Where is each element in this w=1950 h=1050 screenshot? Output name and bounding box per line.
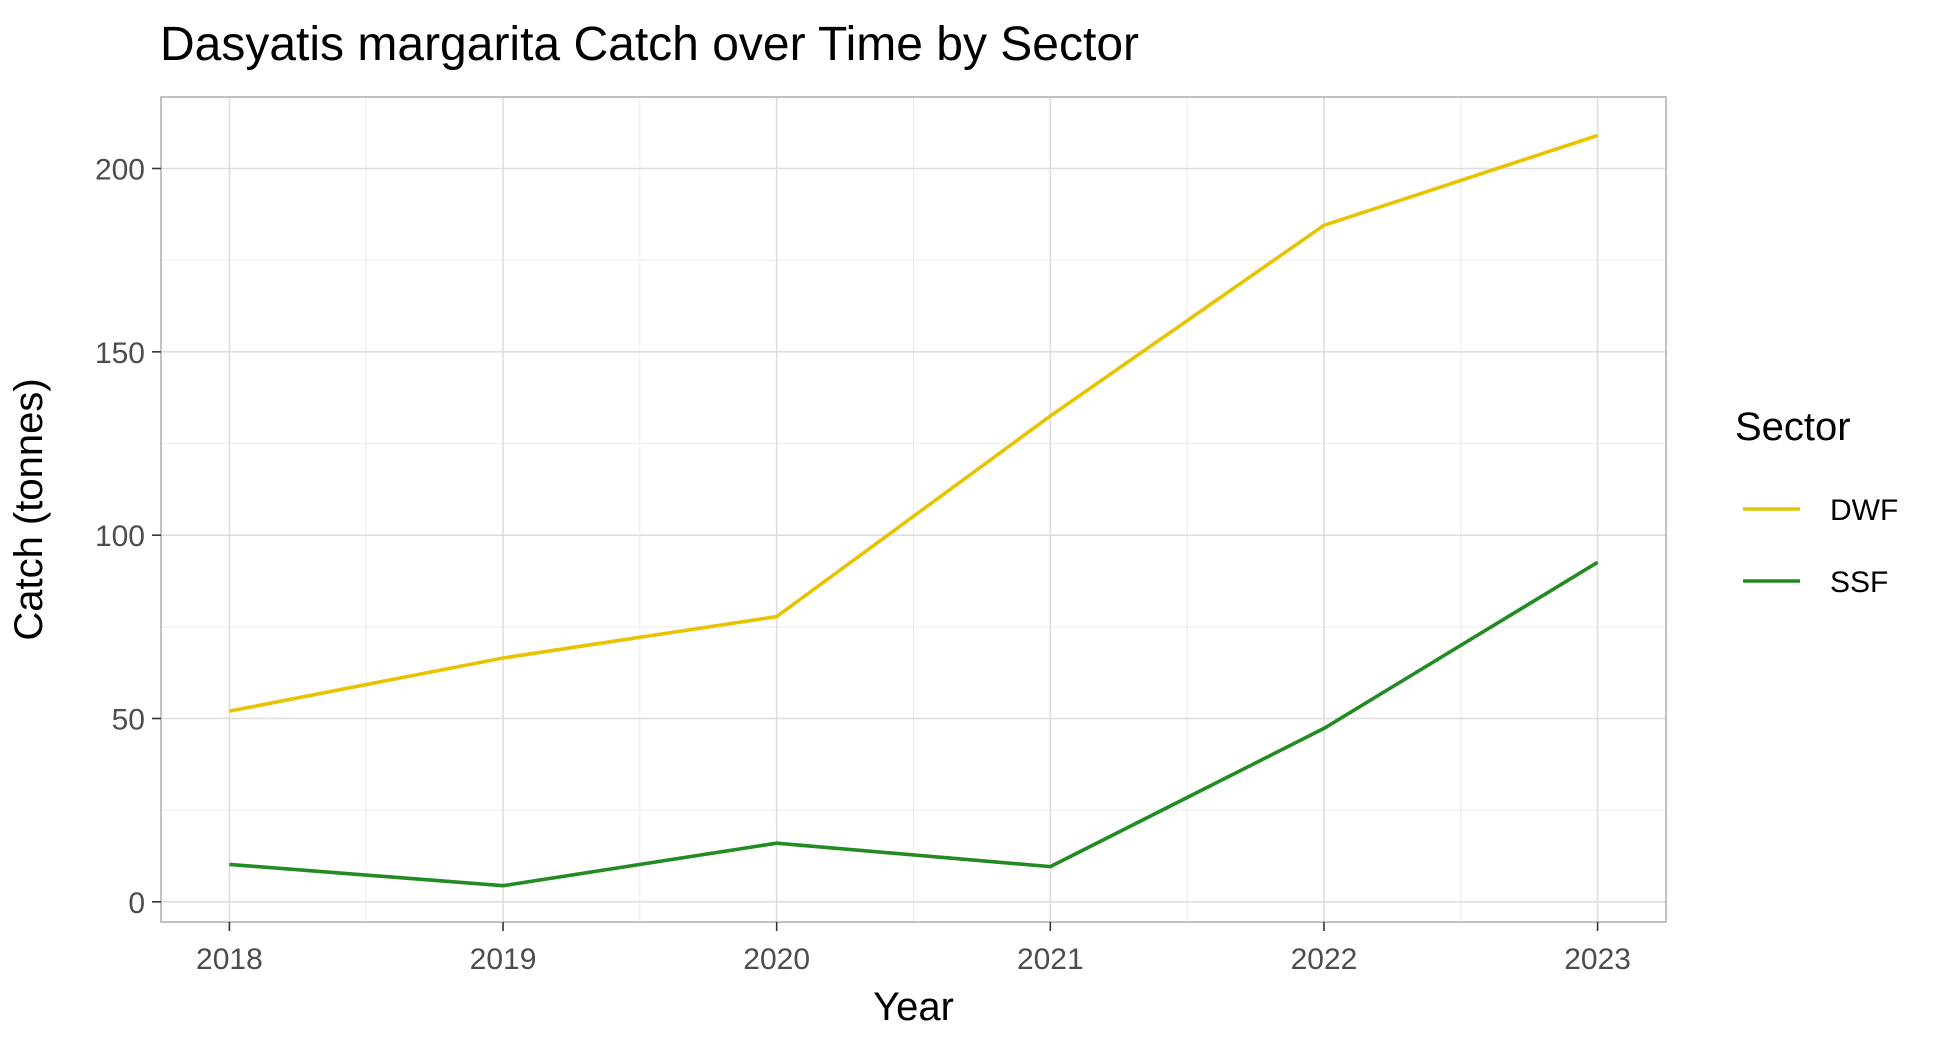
y-tick-label: 200 (95, 154, 145, 187)
y-axis-title: Catch (tonnes) (7, 378, 51, 640)
axis-ticks: 2018 2019 2020 2021 2022 2023 0 50 100 150 200 (95, 154, 1631, 977)
legend-label-dwf: DWF (1830, 494, 1898, 527)
grid (161, 97, 1666, 922)
chart-title: Dasyatis margarita Catch over Time by Se… (160, 18, 1139, 71)
y-tick-label: 150 (95, 337, 145, 370)
x-tick-label: 2022 (1291, 943, 1358, 976)
series-layer (229, 133, 1599, 888)
legend: Sector DWF SSF (1735, 405, 1898, 599)
series-line-dwf (229, 133, 1599, 713)
legend-label-ssf: SSF (1830, 566, 1888, 599)
plot-panel (160, 96, 1667, 923)
y-tick-label: 100 (95, 520, 145, 553)
y-tick-label: 0 (128, 887, 145, 920)
x-tick-label: 2020 (743, 943, 810, 976)
legend-title: Sector (1735, 405, 1851, 449)
x-tick-label: 2019 (470, 943, 537, 976)
x-axis-title: Year (873, 985, 954, 1029)
y-tick-label: 50 (112, 704, 145, 737)
x-tick-label: 2021 (1017, 943, 1084, 976)
x-tick-label: 2018 (196, 943, 263, 976)
series-line-ssf (229, 560, 1599, 888)
x-tick-label: 2023 (1564, 943, 1631, 976)
